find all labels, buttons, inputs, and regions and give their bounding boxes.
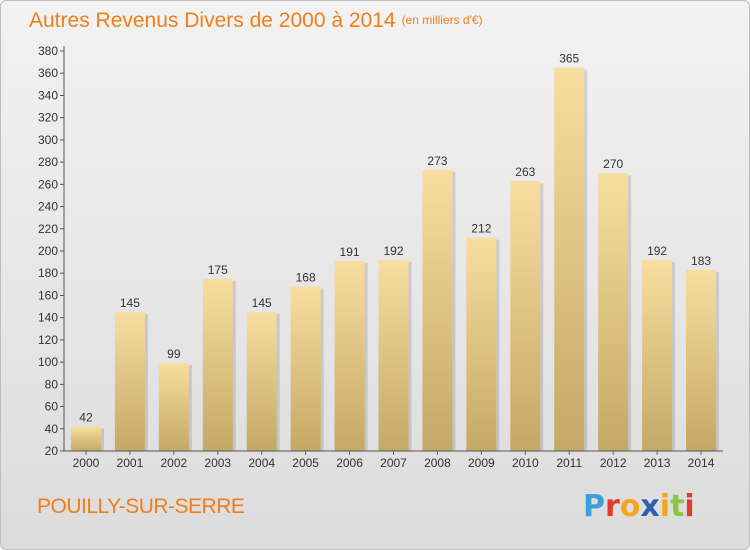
chart-title: Autres Revenus Divers de 2000 à 2014 (en …	[29, 9, 483, 33]
x-tick-label-2003: 2003	[204, 456, 231, 470]
bar-2005	[290, 286, 321, 451]
y-tick-label-200: 200	[38, 244, 58, 258]
y-tick-label-80: 80	[45, 377, 59, 391]
x-tick-label-2004: 2004	[248, 456, 275, 470]
x-tick-label-2007: 2007	[380, 456, 407, 470]
chart-unit: (en milliers d'€)	[401, 13, 483, 27]
x-tick-label-2010: 2010	[512, 456, 539, 470]
y-tick-label-60: 60	[45, 400, 59, 414]
x-tick-label-2013: 2013	[644, 456, 671, 470]
x-tick-label-2014: 2014	[688, 456, 715, 470]
y-tick-label-320: 320	[38, 111, 58, 125]
y-tick-label-260: 260	[38, 177, 58, 191]
bar-value-label-2014: 183	[691, 254, 711, 268]
x-tick-label-2008: 2008	[424, 456, 451, 470]
y-tick-label-240: 240	[38, 200, 58, 214]
bar-value-label-2006: 191	[340, 245, 360, 259]
x-tick-label-2005: 2005	[292, 456, 319, 470]
bar-value-label-2013: 192	[647, 244, 667, 258]
y-tick-label-40: 40	[45, 422, 59, 436]
bar-value-label-2009: 212	[471, 222, 491, 236]
logo-letter: i	[684, 489, 695, 524]
bar-value-label-2011: 365	[559, 52, 579, 66]
y-tick-label-280: 280	[38, 155, 58, 169]
x-tick-label-2002: 2002	[160, 456, 187, 470]
logo-letter: x	[640, 489, 660, 524]
bar-value-label-2010: 263	[515, 165, 535, 179]
y-tick-label-160: 160	[38, 288, 58, 302]
y-tick-label-300: 300	[38, 133, 58, 147]
y-tick-label-380: 380	[38, 44, 58, 58]
bar-value-label-2008: 273	[427, 154, 447, 168]
bar-value-label-2000: 42	[79, 411, 93, 425]
x-tick-label-2011: 2011	[556, 456, 582, 470]
bar-2001	[114, 312, 145, 451]
y-tick-label-360: 360	[38, 66, 58, 80]
y-tick-label-100: 100	[38, 355, 58, 369]
y-tick-label-120: 120	[38, 333, 58, 347]
bar-value-label-2005: 168	[296, 271, 316, 285]
bar-2000	[70, 426, 101, 451]
bar-value-label-2007: 192	[383, 244, 403, 258]
y-tick-label-340: 340	[38, 88, 58, 102]
logo-letter: r	[605, 489, 620, 524]
bar-value-label-2004: 145	[252, 296, 272, 310]
bar-2013	[642, 259, 673, 451]
x-tick-label-2001: 2001	[117, 456, 144, 470]
y-tick-label-180: 180	[38, 266, 58, 280]
bar-2008	[422, 169, 453, 451]
logo-letter: i	[659, 489, 671, 524]
bar-2009	[466, 237, 497, 451]
bar-2010	[510, 181, 541, 451]
bar-2004	[246, 312, 277, 451]
bar-2011	[554, 67, 585, 452]
proxiti-logo: Proxiti	[583, 489, 695, 524]
x-tick-label-2012: 2012	[600, 456, 627, 470]
bar-value-label-2002: 99	[167, 347, 181, 361]
y-tick-label-220: 220	[38, 222, 58, 236]
chart-title-text: Autres Revenus Divers de 2000 à 2014	[29, 9, 396, 32]
bar-2003	[202, 278, 233, 451]
logo-letter: o	[619, 489, 641, 524]
bar-2006	[334, 261, 365, 451]
y-tick-label-20: 20	[45, 444, 59, 458]
x-tick-label-2000: 2000	[73, 456, 100, 470]
bar-2014	[686, 269, 717, 451]
bar-value-label-2012: 270	[603, 157, 623, 171]
x-tick-label-2009: 2009	[468, 456, 495, 470]
logo-letter: t	[670, 489, 685, 524]
bar-value-label-2003: 175	[208, 263, 228, 277]
x-tick-label-2006: 2006	[336, 456, 363, 470]
bar-2007	[378, 259, 409, 451]
logo-letter: P	[583, 489, 605, 524]
bar-2012	[598, 173, 629, 451]
y-tick-label-140: 140	[38, 311, 58, 325]
bar-2002	[158, 363, 189, 451]
commune-name: POUILLY-SUR-SERRE	[37, 495, 245, 518]
bar-value-label-2001: 145	[120, 296, 140, 310]
